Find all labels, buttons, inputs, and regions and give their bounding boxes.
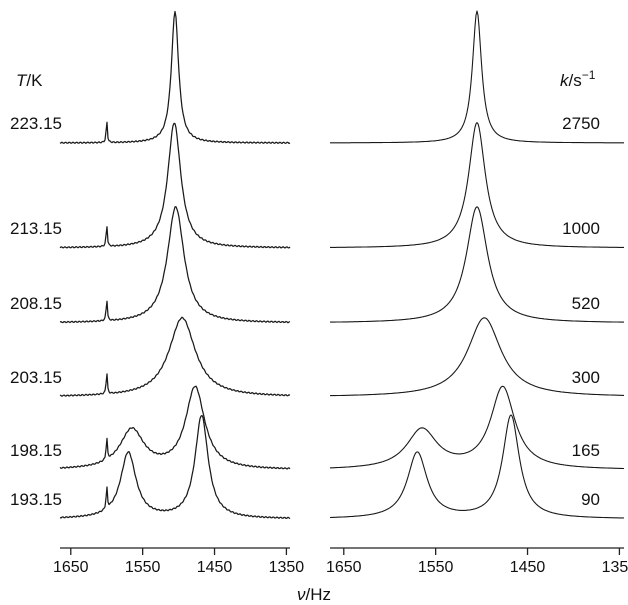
right-tick-label-1650: 1650 xyxy=(326,559,362,576)
left-tick-label-1450: 1450 xyxy=(197,559,233,576)
experimental-trace-213.15 xyxy=(59,122,291,249)
rate-label-300: 300 xyxy=(572,368,600,387)
simulated-trace-2750 xyxy=(330,10,624,144)
experimental-trace-203.15 xyxy=(59,316,291,397)
temperature-label-198.15: 198.15 xyxy=(10,441,62,460)
experimental-spectra-panel xyxy=(59,10,291,520)
x-axis-label: ν/Hz xyxy=(297,585,331,604)
rate-label-165: 165 xyxy=(572,441,600,460)
rate-label-90: 90 xyxy=(581,490,600,509)
left-x-axis: 1650 1550 1450 1350 xyxy=(53,547,305,576)
simulated-trace-300 xyxy=(329,317,624,397)
left-tick-label-1550: 1550 xyxy=(125,559,161,576)
temperature-label-223.15: 223.15 xyxy=(10,114,62,133)
simulated-spectra-panel xyxy=(329,10,625,519)
experimental-trace-198.15 xyxy=(59,385,291,470)
rate-column-header: k/s−1 xyxy=(560,68,596,90)
simulated-trace-165 xyxy=(329,385,624,470)
rate-label-2750: 2750 xyxy=(562,114,600,133)
experimental-trace-223.15 xyxy=(59,10,291,145)
temperature-column-header: T/K xyxy=(16,71,43,90)
experimental-trace-193.15 xyxy=(59,414,291,520)
temperature-label-193.15: 193.15 xyxy=(10,490,62,509)
rate-label-1000: 1000 xyxy=(562,219,600,238)
left-tick-label-1350: 1350 xyxy=(269,559,305,576)
right-tick-label-1450: 1450 xyxy=(510,559,546,576)
right-x-axis: 1650 1550 1450 1350 xyxy=(326,547,628,576)
right-tick-label-1350: 1350 xyxy=(602,559,628,576)
experimental-trace-208.15 xyxy=(59,206,291,324)
simulated-trace-1000 xyxy=(330,122,624,248)
simulated-trace-90 xyxy=(329,414,625,519)
right-tick-label-1550: 1550 xyxy=(418,559,454,576)
temperature-label-208.15: 208.15 xyxy=(10,294,62,313)
simulated-trace-520 xyxy=(330,206,624,323)
rate-label-520: 520 xyxy=(572,294,600,313)
temperature-label-203.15: 203.15 xyxy=(10,368,62,387)
temperature-labels: 223.15 213.15 208.15 203.15 198.15 193.15 xyxy=(10,114,62,509)
temperature-label-213.15: 213.15 xyxy=(10,219,62,238)
left-tick-label-1650: 1650 xyxy=(53,559,89,576)
rate-labels: 2750 1000 520 300 165 90 xyxy=(562,114,600,509)
